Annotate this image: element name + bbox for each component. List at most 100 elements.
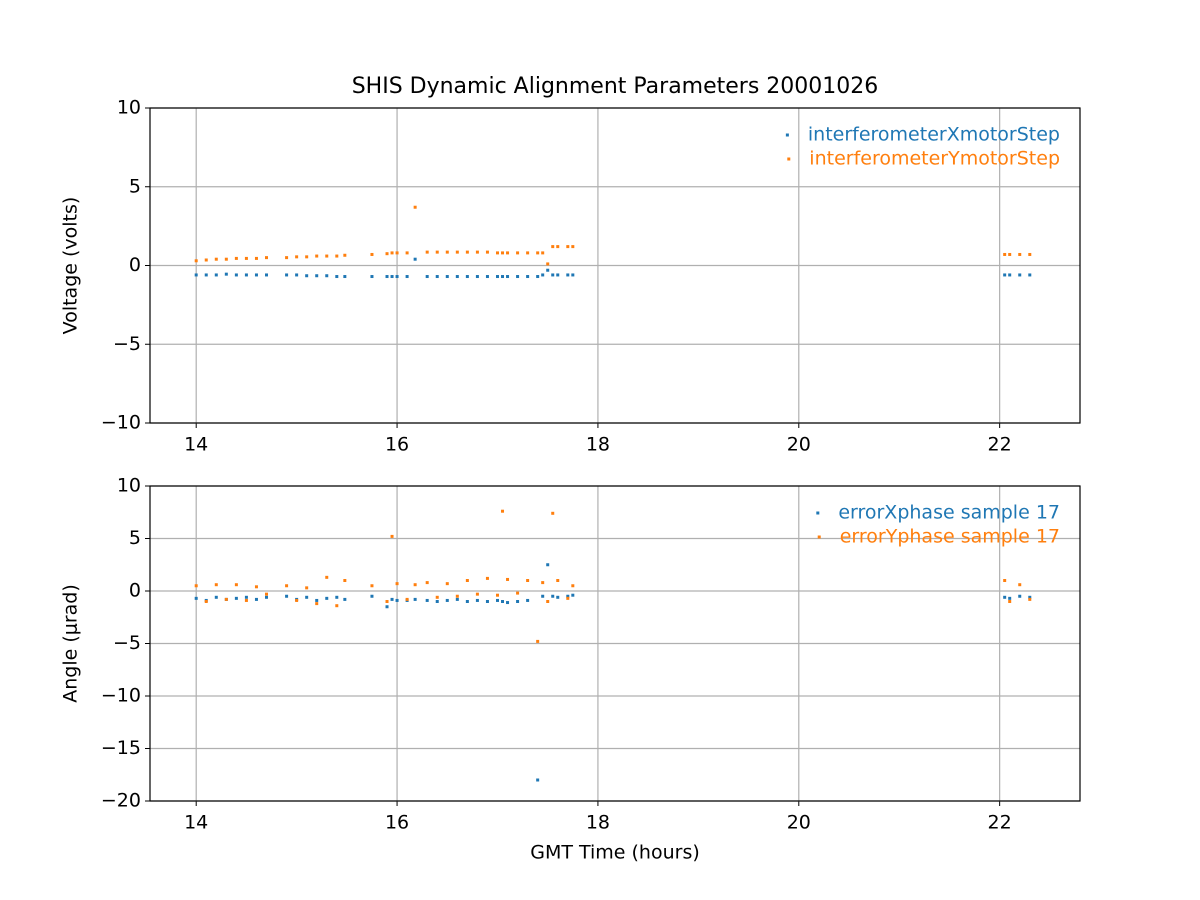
point (194, 259, 198, 263)
point (343, 275, 347, 279)
point (234, 273, 238, 277)
point (571, 273, 575, 277)
point (516, 251, 520, 255)
point (204, 600, 208, 603)
point (541, 251, 545, 255)
point (435, 250, 439, 254)
point (485, 600, 489, 603)
point (546, 262, 550, 266)
plot-frame (149, 107, 1081, 424)
point (305, 595, 309, 599)
y-tick-label: 0 (129, 254, 141, 276)
point (506, 275, 510, 279)
point (385, 600, 389, 603)
point (244, 256, 248, 260)
point (194, 596, 198, 600)
point (1003, 595, 1007, 599)
point (526, 598, 530, 602)
point (1018, 252, 1022, 256)
point (1018, 594, 1022, 598)
point (1018, 583, 1022, 587)
point (234, 596, 238, 600)
point (254, 585, 258, 589)
point (325, 575, 329, 579)
point (445, 598, 449, 602)
point (305, 255, 309, 259)
point (395, 275, 399, 279)
point (556, 595, 560, 599)
point (214, 273, 218, 277)
point (495, 275, 499, 279)
point (265, 256, 269, 260)
point (425, 598, 429, 602)
point (501, 275, 505, 279)
x-tick-label: 14 (184, 434, 208, 456)
point (1003, 579, 1007, 582)
point (516, 600, 520, 603)
point (265, 595, 269, 599)
point (435, 275, 439, 279)
point (501, 509, 505, 513)
point (526, 579, 530, 582)
point (335, 595, 339, 599)
point (254, 597, 258, 601)
legend-label: errorXphase sample 17 (838, 502, 1060, 524)
point (224, 257, 228, 261)
point (405, 275, 409, 279)
point (315, 598, 319, 602)
point (214, 583, 218, 587)
point (516, 275, 520, 279)
point (551, 245, 555, 249)
point (465, 275, 469, 279)
point (425, 581, 429, 585)
point (495, 598, 499, 602)
point (556, 273, 560, 277)
point (315, 254, 319, 258)
point (385, 252, 389, 256)
y-axis-label: Angle (μrad) (60, 584, 82, 703)
point (1008, 596, 1012, 600)
point (234, 583, 238, 587)
point (315, 602, 319, 606)
legend-marker (787, 157, 791, 161)
point (385, 275, 389, 279)
point (295, 255, 299, 259)
point (566, 596, 570, 600)
y-tick-label: −15 (101, 737, 141, 759)
x-tick-label: 22 (988, 812, 1012, 834)
point (1008, 252, 1012, 256)
point (285, 584, 289, 588)
point (455, 250, 459, 254)
point (566, 594, 570, 598)
point (475, 275, 479, 279)
point (465, 600, 469, 603)
point (445, 250, 449, 254)
point (501, 251, 505, 255)
point (1028, 595, 1032, 599)
point (390, 534, 394, 538)
point (405, 251, 409, 255)
legend-label: interferometerXmotorStep (808, 124, 1060, 146)
point (541, 273, 545, 277)
x-tick-label: 16 (385, 812, 409, 834)
point (325, 254, 329, 258)
y-tick-label: 0 (129, 580, 141, 602)
point (425, 275, 429, 279)
chart-title: SHIS Dynamic Alignment Parameters 200010… (352, 74, 879, 99)
point (541, 594, 545, 598)
point (325, 596, 329, 600)
point (485, 250, 489, 254)
point (343, 579, 347, 582)
point (571, 593, 575, 597)
x-tick-label: 20 (787, 434, 811, 456)
point (1008, 600, 1012, 603)
point (501, 600, 505, 603)
point (413, 205, 417, 209)
point (536, 778, 540, 782)
y-tick-label: −20 (101, 790, 141, 812)
point (1008, 273, 1012, 277)
point (224, 597, 228, 601)
x-tick-label: 22 (988, 434, 1012, 456)
point (370, 594, 374, 598)
